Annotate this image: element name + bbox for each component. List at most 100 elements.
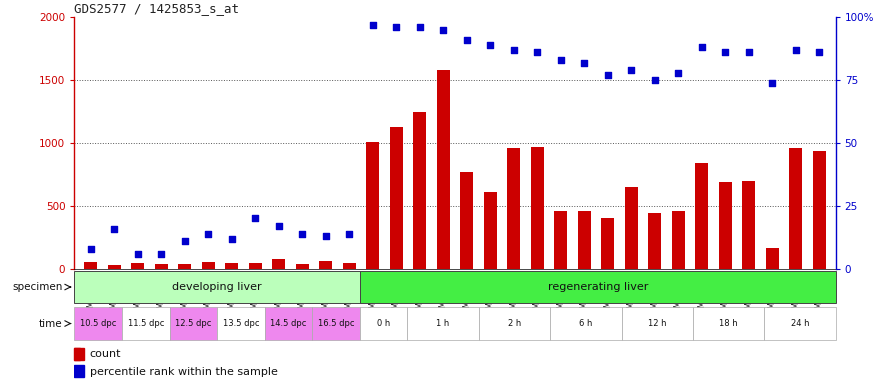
Bar [265,307,312,340]
Point [507,47,521,53]
Bar [789,148,802,269]
Bar [601,218,614,269]
Point [84,246,98,252]
Point [201,230,215,237]
Point [295,230,309,237]
Bar [74,365,84,377]
Bar [621,307,693,340]
Bar [413,112,426,269]
Point [248,215,262,222]
Text: GDS2577 / 1425853_s_at: GDS2577 / 1425853_s_at [74,2,240,15]
Bar [554,211,567,269]
Bar [648,214,662,269]
Bar [248,263,262,269]
Text: 24 h: 24 h [791,319,809,328]
Text: regenerating liver: regenerating liver [548,282,648,292]
Text: 16.5 dpc: 16.5 dpc [318,319,354,328]
Bar [367,142,379,269]
Bar [319,261,332,269]
Bar [550,307,621,340]
Bar [74,307,122,340]
Bar [696,163,708,269]
Bar [625,187,638,269]
Bar [74,348,84,360]
Point [108,225,122,232]
Text: count: count [89,349,121,359]
Point [225,235,239,242]
Bar [764,307,836,340]
Bar [437,70,450,269]
Point [389,24,403,30]
Bar [312,307,360,340]
Point [437,27,451,33]
Text: 0 h: 0 h [377,319,390,328]
Bar [74,271,360,303]
Point [342,230,356,237]
Point [154,251,168,257]
Point [131,251,145,257]
Text: 10.5 dpc: 10.5 dpc [80,319,116,328]
Point [812,50,826,56]
Bar [84,262,97,269]
Point [624,67,638,73]
Bar [131,263,144,269]
Text: 13.5 dpc: 13.5 dpc [222,319,259,328]
Point [318,233,332,239]
Bar [507,148,521,269]
Point [554,57,568,63]
Point [718,50,732,56]
Bar [122,307,170,340]
Bar [718,182,732,269]
Point [578,60,592,66]
Point [695,45,709,51]
Text: time: time [38,318,62,329]
Text: 6 h: 6 h [579,319,592,328]
Bar [217,307,265,340]
Bar [74,348,80,360]
Point [648,77,662,83]
Point [766,79,780,86]
Bar [578,211,591,269]
Point [459,37,473,43]
Bar [408,307,479,340]
Text: 2 h: 2 h [507,319,522,328]
Text: specimen: specimen [12,282,62,292]
Point [601,72,615,78]
Point [530,50,544,56]
Text: 11.5 dpc: 11.5 dpc [128,319,164,328]
Point [272,223,286,229]
Bar [343,263,356,269]
Bar [360,271,836,303]
Text: 12 h: 12 h [648,319,667,328]
Bar [272,259,285,269]
Bar [155,264,168,269]
Point [788,47,802,53]
Bar [170,307,217,340]
Text: 18 h: 18 h [719,319,738,328]
Text: developing liver: developing liver [172,282,262,292]
Point [483,42,497,48]
Bar [479,307,550,340]
Bar [296,264,309,269]
Bar [226,263,238,269]
Bar [360,307,408,340]
Point [671,70,685,76]
Bar [484,192,497,269]
Bar [693,307,764,340]
Bar [460,172,473,269]
Text: 12.5 dpc: 12.5 dpc [175,319,212,328]
Bar [742,181,755,269]
Bar [108,265,121,269]
Point [178,238,192,244]
Bar [766,248,779,269]
Bar [672,211,684,269]
Point [742,50,756,56]
Text: 1 h: 1 h [437,319,450,328]
Bar [202,262,214,269]
Text: 14.5 dpc: 14.5 dpc [270,319,306,328]
Bar [531,147,543,269]
Bar [389,127,402,269]
Bar [178,265,192,269]
Bar [813,151,826,269]
Point [413,24,427,30]
